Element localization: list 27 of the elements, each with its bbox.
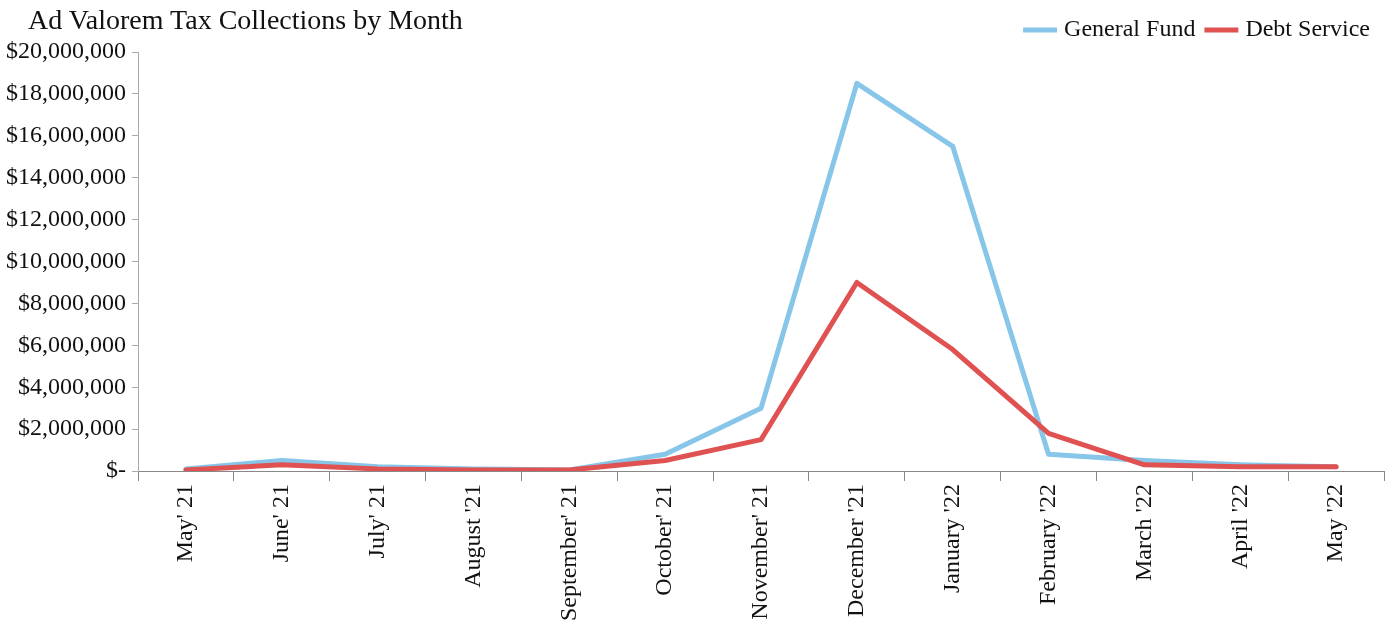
y-tick-label: $20,000,000 [6,37,126,64]
x-tick-label: October' 21 [650,484,677,596]
x-tick-label: February '22 [1033,484,1060,606]
x-tick-label: January '22 [937,484,964,594]
legend-label: Debt Service [1245,15,1371,42]
legend-label: General Fund [1064,15,1196,42]
y-tick-label: $- [106,456,126,483]
y-tick-label: $6,000,000 [18,330,126,357]
y-tick-label: $2,000,000 [18,414,126,441]
x-tick-label: March '22 [1129,484,1156,582]
x-tick-label: June' 21 [267,484,294,563]
x-tick-label: August '21 [458,484,485,588]
x-tick-label: April '22 [1225,484,1252,570]
y-tick-label: $10,000,000 [6,246,126,273]
y-tick-label: $16,000,000 [6,121,126,148]
x-tick-label: May '22 [1321,484,1348,563]
chart-title: Ad Valorem Tax Collections by Month [28,4,463,36]
y-tick-label: $8,000,000 [18,288,126,315]
x-tick-label: September' 21 [554,484,581,622]
x-tick-label: December '21 [842,484,869,617]
y-tick-label: $18,000,000 [6,79,126,106]
x-tick-label: July' 21 [362,484,389,559]
x-tick-label: May' 21 [171,484,198,563]
y-tick-label: $14,000,000 [6,163,126,190]
y-tick-label: $12,000,000 [6,204,126,231]
x-tick-label: November' 21 [746,484,773,620]
y-tick-label: $4,000,000 [18,372,126,399]
